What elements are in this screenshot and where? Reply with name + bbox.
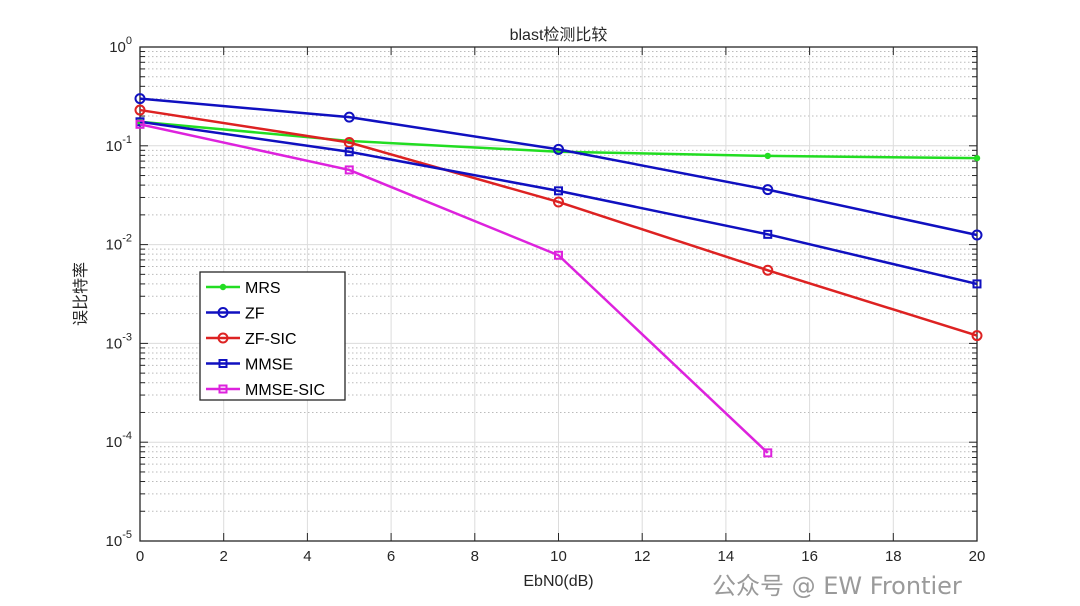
series-line-zf-sic [139, 108, 978, 337]
x-tick-label: 8 [471, 548, 479, 565]
y-tick-label: 10-2 [106, 233, 132, 254]
plot-frame [139, 46, 978, 542]
data-point-mmse-sic [763, 448, 773, 458]
series-line-mmse [139, 120, 978, 286]
series-line-mmse-sic [139, 123, 769, 454]
data-point-zf-sic [553, 196, 564, 208]
data-point-mmse [554, 186, 563, 196]
legend-box [199, 271, 346, 401]
data-point-zf [762, 184, 774, 196]
legend-marker [219, 283, 227, 291]
x-tick-label: 10 [550, 548, 567, 565]
data-point-zf-sic [762, 264, 774, 276]
data-point-mrs [973, 154, 981, 162]
y-tick-label: 10-1 [106, 134, 132, 155]
chart-title: blast检测比较 [510, 26, 608, 44]
x-tick-label: 18 [885, 548, 902, 565]
x-tick-label: 16 [801, 548, 818, 565]
legend-label: ZF [245, 306, 265, 323]
y-tick-label: 100 [109, 35, 132, 56]
data-point-zf-sic [971, 330, 983, 342]
y-tick-label: 10-5 [106, 529, 132, 550]
data-point-zf [343, 111, 355, 123]
x-tick-label: 14 [718, 548, 735, 565]
data-point-mmse-sic [344, 165, 354, 175]
series-line-zf [139, 97, 978, 237]
legend-marker [218, 384, 228, 394]
legend-label: MMSE [245, 357, 293, 374]
data-point-mmse [763, 229, 773, 239]
legend-marker [217, 307, 229, 318]
x-tick-label: 12 [634, 548, 651, 565]
data-point-zf-sic [134, 104, 146, 116]
x-tick-label: 4 [303, 548, 311, 565]
data-point-zf [971, 229, 983, 241]
data-point-zf-sic [343, 136, 355, 148]
x-tick-label: 6 [387, 548, 395, 565]
data-point-zf [134, 93, 146, 105]
legend-label: MRS [245, 280, 281, 297]
legend-marker [217, 332, 229, 344]
watermark: 公众号 @ EW Frontier [712, 572, 962, 600]
data-point-mmse-sic [135, 119, 145, 129]
data-point-zf [553, 143, 564, 155]
y-tick-label: 10-3 [106, 331, 132, 352]
data-point-mrs [764, 152, 771, 160]
y-axis-label: 误比特率 [72, 262, 90, 326]
data-point-mmse [344, 147, 354, 157]
x-tick-label: 0 [136, 548, 144, 565]
data-point-mmse-sic [554, 250, 563, 260]
legend-label: MMSE-SIC [245, 382, 325, 399]
legend-marker [218, 359, 228, 368]
legend-label: ZF-SIC [245, 331, 297, 348]
x-tick-label: 2 [220, 548, 228, 565]
x-axis-label: EbN0(dB) [523, 573, 593, 590]
data-point-mmse [972, 279, 982, 289]
x-tick-label: 20 [969, 548, 986, 565]
y-tick-label: 10-4 [106, 430, 132, 451]
